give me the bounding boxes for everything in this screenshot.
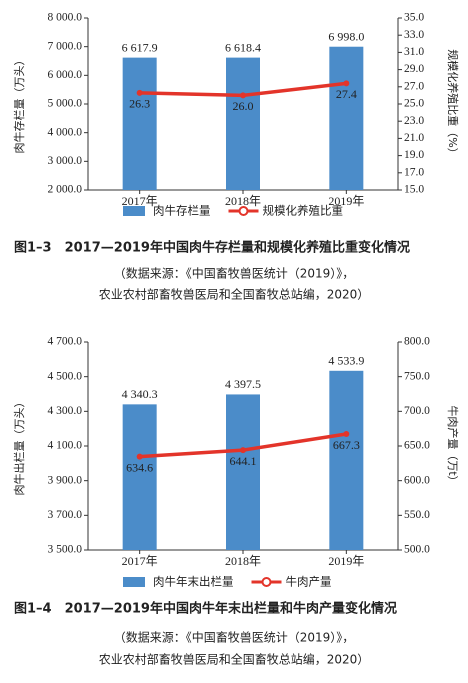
- y-tick-label: 4 300.0: [48, 405, 83, 417]
- bar-value-label: 4 340.3: [122, 387, 158, 401]
- y-tick-label: 7 000.0: [48, 40, 83, 52]
- y2-tick-label: 21.0: [404, 132, 424, 144]
- y2-tick-label: 500.0: [404, 544, 430, 556]
- line-marker: [240, 447, 246, 454]
- legend-swatch: [238, 206, 249, 216]
- line-value-label: 26.0: [233, 99, 254, 113]
- legend-label: 规模化养殖比重: [263, 204, 344, 218]
- bar-value-label: 4 533.9: [328, 354, 364, 368]
- figure-caption: 图1–3 2017—2019年中国肉牛存栏量和规模化养殖比重变化情况: [14, 240, 410, 256]
- line-value-label: 667.3: [333, 438, 360, 452]
- y-tick-label: 4 100.0: [48, 440, 83, 452]
- y2-tick-label: 35.0: [404, 12, 424, 24]
- bar: [226, 394, 260, 550]
- bar: [122, 57, 157, 190]
- y2-tick-label: 25.0: [404, 98, 424, 110]
- line-marker: [240, 92, 246, 99]
- legend-label: 肉牛存栏量: [153, 204, 211, 218]
- bar-value-label: 4 397.5: [225, 377, 261, 391]
- figure-caption: 图1–4 2017—2019年中国肉牛年末出栏量和牛肉产量变化情况: [14, 601, 397, 617]
- legend-swatch: [123, 206, 145, 216]
- y-axis-label: 肉牛存栏量（万头）: [12, 55, 26, 154]
- bar: [226, 57, 260, 190]
- x-tick-label: 2019年: [328, 194, 364, 208]
- bar-value-label: 6 998.0: [328, 29, 364, 43]
- line-value-label: 634.6: [126, 460, 153, 474]
- y2-tick-label: 29.0: [404, 63, 424, 75]
- y-tick-label: 3 000.0: [48, 155, 83, 167]
- y-tick-label: 2 000.0: [48, 184, 83, 196]
- x-tick-label: 2019年: [328, 554, 364, 568]
- figure-source: （数据来源：《中国畜牧兽医统计（2019）》，: [114, 266, 355, 281]
- bar: [122, 404, 157, 550]
- figure-source: 农业农村部畜牧兽医局和全国畜牧总站编，2020）: [99, 287, 370, 302]
- legend-label: 肉牛年末出栏量: [153, 575, 234, 589]
- x-tick-label: 2017年: [122, 194, 158, 208]
- y2-tick-label: 33.0: [404, 29, 424, 41]
- y2-axis-label: 规模化养殖比重（%）: [446, 49, 460, 158]
- y2-tick-label: 600.0: [404, 474, 430, 486]
- y-tick-label: 3 900.0: [48, 474, 83, 486]
- y-tick-label: 3 500.0: [48, 544, 83, 556]
- y-tick-label: 4 000.0: [48, 126, 83, 138]
- y2-tick-label: 23.0: [404, 115, 424, 127]
- line-value-label: 26.3: [129, 97, 150, 111]
- y2-tick-label: 31.0: [404, 46, 424, 58]
- y-tick-label: 5 000.0: [48, 98, 83, 110]
- x-tick-label: 2018年: [225, 554, 261, 568]
- y2-tick-label: 19.0: [404, 149, 424, 161]
- legend-label: 牛肉产量: [286, 575, 332, 589]
- y-tick-label: 3 700.0: [48, 509, 83, 521]
- y-tick-label: 4 700.0: [48, 336, 83, 348]
- figure-source: （数据来源：《中国畜牧兽医统计（2019）》，: [114, 630, 355, 645]
- line-marker: [136, 453, 143, 460]
- y2-axis-label: 牛肉产量（万t）: [446, 405, 460, 486]
- x-tick-label: 2018年: [225, 194, 261, 208]
- y2-tick-label: 700.0: [404, 405, 430, 417]
- figure-source: 农业农村部畜牧兽医局和全国畜牧总站编，2020）: [99, 652, 370, 667]
- line-marker: [343, 431, 350, 438]
- y2-tick-label: 550.0: [404, 509, 430, 521]
- y2-tick-label: 27.0: [404, 80, 424, 92]
- legend-swatch: [261, 577, 272, 587]
- bar-value-label: 6 617.9: [122, 40, 158, 54]
- line-value-label: 644.1: [230, 454, 257, 468]
- line-value-label: 27.4: [336, 87, 357, 101]
- line-marker: [136, 89, 143, 96]
- y2-tick-label: 750.0: [404, 370, 430, 382]
- bar: [329, 370, 364, 550]
- y-tick-label: 4 500.0: [48, 370, 83, 382]
- y-tick-label: 8 000.0: [48, 12, 83, 24]
- legend-swatch: [123, 577, 145, 587]
- x-tick-label: 2017年: [122, 554, 158, 568]
- bar-value-label: 6 618.4: [225, 40, 261, 54]
- y-tick-label: 6 000.0: [48, 69, 83, 81]
- y2-tick-label: 15.0: [404, 184, 424, 196]
- y-axis-label: 肉牛出栏量（万头）: [12, 397, 26, 496]
- line-marker: [343, 80, 350, 87]
- y2-tick-label: 650.0: [404, 440, 430, 452]
- bar: [329, 46, 364, 190]
- y2-tick-label: 800.0: [404, 336, 430, 348]
- y2-tick-label: 17.0: [404, 166, 424, 178]
